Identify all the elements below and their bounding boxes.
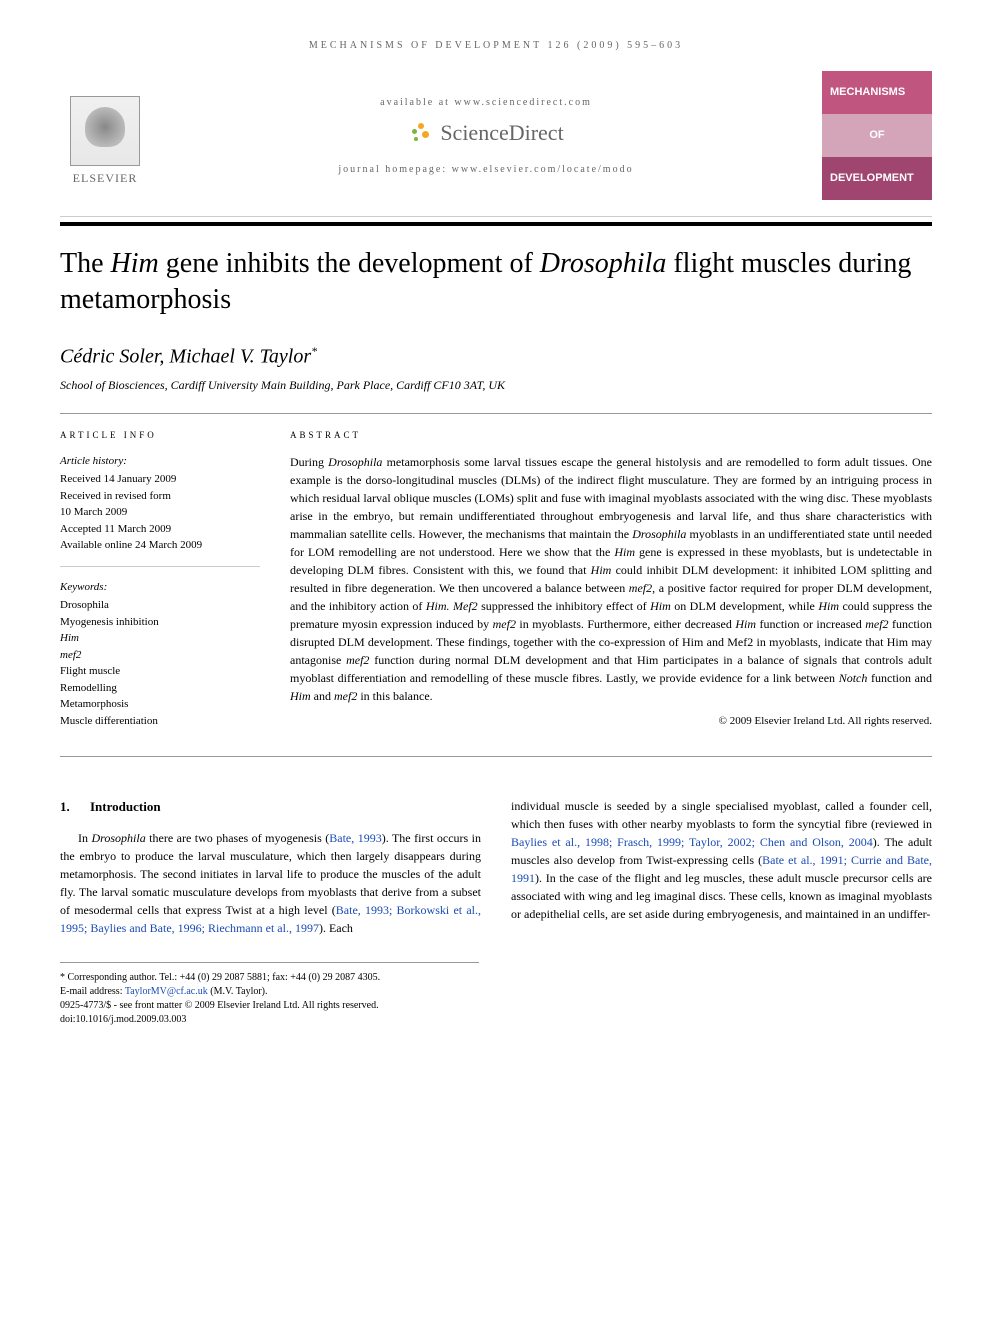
abstract-heading: ABSTRACT [290, 429, 932, 443]
journal-logo-bar-3: DEVELOPMENT [822, 157, 932, 200]
body-columns: 1.Introduction In Drosophila there are t… [60, 797, 932, 937]
email-footnote: E-mail address: TaylorMV@cf.ac.uk (M.V. … [60, 985, 479, 999]
corresponding-footnote: * Corresponding author. Tel.: +44 (0) 29… [60, 971, 479, 985]
body-paragraph: In Drosophila there are two phases of my… [60, 829, 481, 937]
keyword: mef2 [60, 647, 260, 664]
available-at-text: available at www.sciencedirect.com [150, 97, 822, 108]
sciencedirect-logo: ScienceDirect [150, 120, 822, 146]
doi-footnote: doi:10.1016/j.mod.2009.03.003 [60, 1013, 479, 1027]
center-info: available at www.sciencedirect.com Scien… [150, 97, 822, 175]
body-column-right: individual muscle is seeded by a single … [511, 797, 932, 937]
history-line: Received in revised form [60, 488, 260, 505]
keyword: Drosophila [60, 597, 260, 614]
sciencedirect-icon [408, 121, 432, 145]
history-label: Article history: [60, 453, 260, 470]
article-info: ARTICLE INFO Article history: Received 1… [60, 429, 260, 741]
affiliation: School of Biosciences, Cardiff Universit… [60, 378, 932, 393]
citation-link[interactable]: Bate, 1993 [329, 831, 381, 845]
elsevier-tree-icon [70, 96, 140, 166]
journal-homepage: journal homepage: www.elsevier.com/locat… [150, 164, 822, 175]
article-info-heading: ARTICLE INFO [60, 429, 260, 443]
body-column-left: 1.Introduction In Drosophila there are t… [60, 797, 481, 937]
running-header: MECHANISMS OF DEVELOPMENT 126 (2009) 595… [60, 40, 932, 51]
keyword: Metamorphosis [60, 696, 260, 713]
email-link[interactable]: TaylorMV@cf.ac.uk [125, 986, 208, 997]
keywords-block: Keywords: Drosophila Myogenesis inhibiti… [60, 579, 260, 730]
abstract-section: ABSTRACT During Drosophila metamorphosis… [290, 429, 932, 741]
title-rule [60, 222, 932, 226]
abstract-copyright: © 2009 Elsevier Ireland Ltd. All rights … [290, 713, 932, 730]
section-heading: 1.Introduction [60, 797, 481, 817]
keyword: Him [60, 630, 260, 647]
issn-footnote: 0925-4773/$ - see front matter © 2009 El… [60, 999, 479, 1013]
history-line: Accepted 11 March 2009 [60, 521, 260, 538]
keyword: Myogenesis inhibition [60, 614, 260, 631]
citation-link[interactable]: Baylies et al., 1998; Frasch, 1999; Tayl… [511, 835, 873, 849]
keywords-label: Keywords: [60, 579, 260, 596]
body-paragraph: individual muscle is seeded by a single … [511, 797, 932, 923]
history-line: Available online 24 March 2009 [60, 537, 260, 554]
sciencedirect-text: ScienceDirect [440, 120, 563, 146]
history-line: Received 14 January 2009 [60, 471, 260, 488]
journal-cover-logo: MECHANISMS OF DEVELOPMENT [822, 71, 932, 201]
authors: Cédric Soler, Michael V. Taylor* [60, 344, 932, 369]
footnotes: * Corresponding author. Tel.: +44 (0) 29… [60, 962, 479, 1027]
journal-header: ELSEVIER available at www.sciencedirect.… [60, 71, 932, 217]
history-line: 10 March 2009 [60, 504, 260, 521]
keyword: Remodelling [60, 680, 260, 697]
keyword: Muscle differentiation [60, 713, 260, 730]
abstract-text: During Drosophila metamorphosis some lar… [290, 453, 932, 705]
article-title: The Him gene inhibits the development of… [60, 246, 932, 319]
journal-logo-bar-1: MECHANISMS [822, 71, 932, 114]
publisher-logo: ELSEVIER [60, 86, 150, 186]
publisher-name: ELSEVIER [73, 171, 138, 186]
keyword: Flight muscle [60, 663, 260, 680]
journal-logo-bar-2: OF [822, 114, 932, 157]
info-abstract-block: ARTICLE INFO Article history: Received 1… [60, 413, 932, 757]
article-history-block: Article history: Received 14 January 200… [60, 453, 260, 567]
